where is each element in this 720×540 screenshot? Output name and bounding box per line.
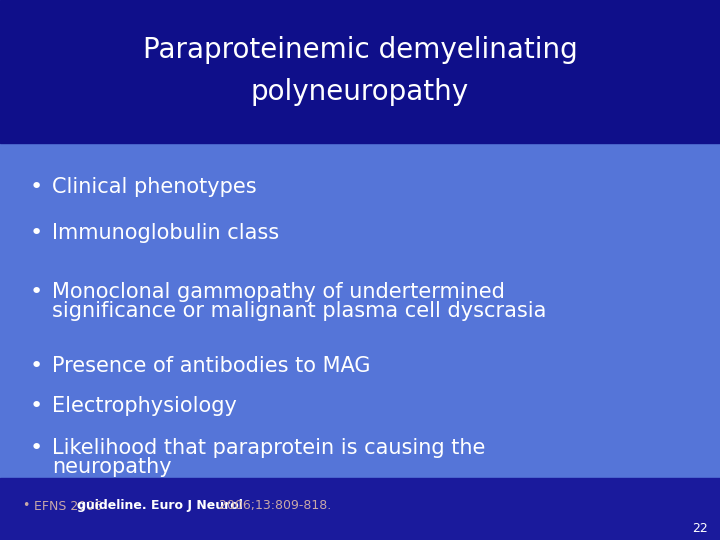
Text: neuropathy: neuropathy — [52, 457, 171, 477]
Text: •: • — [30, 177, 43, 197]
Text: Likelihood that paraprotein is causing the: Likelihood that paraprotein is causing t… — [52, 438, 485, 458]
Text: 22: 22 — [692, 522, 708, 535]
Text: Immunoglobulin class: Immunoglobulin class — [52, 224, 279, 244]
Text: •: • — [30, 438, 43, 458]
Text: •: • — [30, 224, 43, 244]
Text: •: • — [22, 500, 30, 512]
Text: Electrophysiology: Electrophysiology — [52, 396, 237, 416]
Bar — [0, 478, 720, 540]
Text: Paraproteinemic demyelinating: Paraproteinemic demyelinating — [143, 36, 577, 64]
Text: •: • — [30, 396, 43, 416]
Bar — [0, 0, 720, 143]
Text: •: • — [30, 356, 43, 376]
Text: 2006;13:809-818.: 2006;13:809-818. — [215, 500, 331, 512]
Text: Presence of antibodies to MAG: Presence of antibodies to MAG — [52, 356, 371, 376]
Text: significance or malignant plasma cell dyscrasia: significance or malignant plasma cell dy… — [52, 301, 546, 321]
Text: polyneuropathy: polyneuropathy — [251, 78, 469, 105]
Text: Monoclonal gammopathy of undertermined: Monoclonal gammopathy of undertermined — [52, 282, 505, 302]
Text: guideline. Euro J Neurol: guideline. Euro J Neurol — [77, 500, 243, 512]
Text: •: • — [30, 282, 43, 302]
Text: EFNS 2006: EFNS 2006 — [34, 500, 106, 512]
Text: Clinical phenotypes: Clinical phenotypes — [52, 177, 256, 197]
